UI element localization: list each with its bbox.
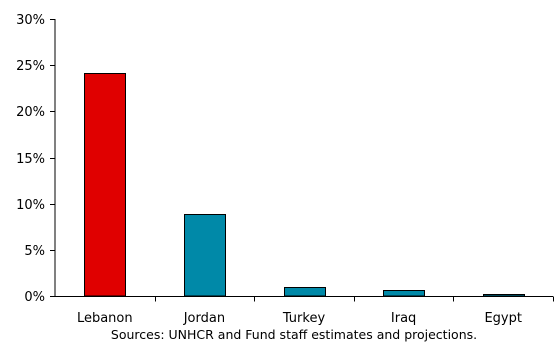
x-tick-label-egypt: Egypt [484,311,522,326]
x-tick-label-iraq: Iraq [391,311,416,326]
bars [84,72,525,297]
bar-lebanon [84,72,126,297]
category-labels: Lebanon Jordan Turkey Iraq Egypt [77,311,522,326]
bar-turkey [284,287,326,297]
source-note: Sources: UNHCR and Fund staff estimates … [111,327,477,342]
y-tick-label: 0% [24,290,45,305]
y-tick-label: 20% [16,105,45,120]
x-axis [55,296,554,302]
x-tick-label-lebanon: Lebanon [77,311,133,326]
y-tick-label: 30% [16,13,45,28]
y-axis: 0% 5% 10% 15% 20% 25% 30% [16,13,56,305]
x-tick-label-jordan: Jordan [183,311,225,326]
bar-egypt [483,294,525,297]
y-tick-label: 25% [16,59,45,74]
bar-iraq [383,289,425,297]
y-tick-label: 5% [24,244,45,259]
bar-jordan [184,214,226,297]
y-tick-label: 10% [16,198,45,213]
x-tick-label-turkey: Turkey [282,311,326,326]
y-tick-label: 15% [16,152,45,167]
